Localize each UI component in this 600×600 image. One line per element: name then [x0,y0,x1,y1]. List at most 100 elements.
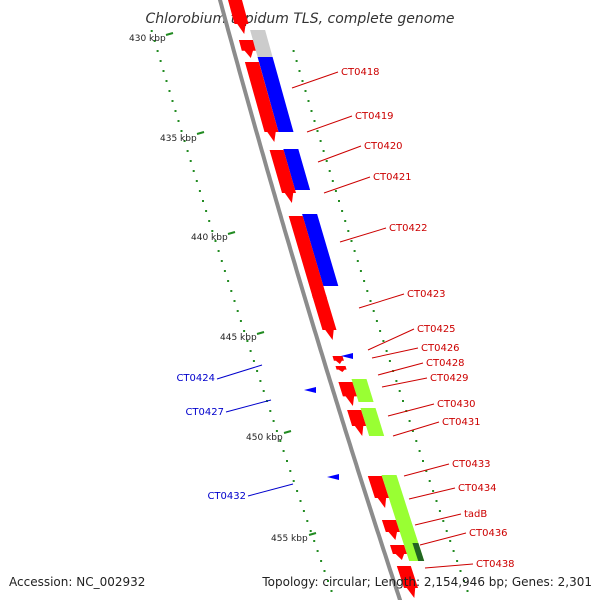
gene-label-ct0421[interactable]: CT0421 [373,172,412,183]
leader-line [377,362,424,376]
tick-dot-right [425,470,428,472]
tick-dot-right [388,360,391,362]
tick-dot-left [330,590,333,592]
cds-block [250,30,273,57]
tick-dot-right [432,490,435,492]
tick-dot-left [214,240,217,242]
leader-line [317,145,362,163]
gene-label-ct0438[interactable]: CT0438 [476,559,515,570]
gene-arrow [338,382,357,406]
gene-label-ct0420[interactable]: CT0420 [364,141,403,152]
gene-label-ct0429[interactable]: CT0429 [430,373,469,384]
genome-backbone [217,0,403,600]
tick-label-455: 455 kbp [271,534,308,544]
tick-dot-left [189,160,192,162]
tick-dot-right [379,330,382,332]
gene-arrow [269,150,296,203]
major-tick [196,131,205,135]
tick-dot-right [307,100,310,102]
tick-dot-right [353,250,356,252]
gene-label-ct0422[interactable]: CT0422 [389,223,428,234]
tick-dot-left [252,360,255,362]
gene-arrow [396,566,418,598]
gene-label-ct0430[interactable]: CT0430 [437,399,476,410]
tick-dot-right [428,480,431,482]
tick-dot-right [402,400,404,402]
tick-dot-right [435,500,438,502]
tick-dot-left [171,100,174,102]
tick-dot-right [334,190,337,192]
leader-line [381,377,428,388]
tick-dot-right [466,590,469,592]
leader-line [306,115,353,133]
genome-summary-text: Topology: circular; Length: 2,154,946 bp… [261,575,592,589]
leader-line [419,532,467,546]
gene-label-ct0431[interactable]: CT0431 [442,417,481,428]
gene-label-ct0436[interactable]: CT0436 [469,528,508,539]
tick-dot-right [456,560,459,562]
tick-dot-left [223,270,226,272]
reverse-gene-labels: CT0424 CT0427 CT0432 [176,373,246,502]
tick-dot-left [239,320,242,322]
leader-line [291,71,339,89]
tick-dot-right [344,220,347,222]
tick-dot-right [298,70,301,72]
leader-line [408,487,456,500]
tick-dot-right [372,310,375,312]
gene-label-ct0419[interactable]: CT0419 [355,111,394,122]
tick-dot-right [422,460,424,462]
gene-label-ct0424[interactable]: CT0424 [176,373,215,384]
tick-dot-left [259,380,262,382]
tick-dot-left [208,220,211,222]
gene-arrow [381,520,400,540]
leader-line [358,293,405,309]
tick-dot-right [442,520,445,522]
gene-arrow [244,62,279,142]
gene-arrow [228,0,249,34]
gene-label-ct0434[interactable]: CT0434 [458,483,497,494]
gene-arrow [347,410,367,436]
tick-label-445: 445 kbp [220,333,257,343]
gene-label-ct0433[interactable]: CT0433 [452,459,491,470]
gene-arrow [332,356,344,364]
tick-dot-left [269,410,272,412]
cds-block [257,57,294,132]
tick-dot-left [279,440,282,442]
tick-dot-left [289,470,292,472]
gene-label-ct0418[interactable]: CT0418 [341,67,380,78]
tick-dot-left [211,230,214,232]
tick-dot-left [162,70,165,72]
cds-block [283,149,311,190]
gene-label-ct0426[interactable]: CT0426 [421,343,460,354]
tick-dot-right [310,110,313,112]
tick-label-435: 435 kbp [160,134,197,144]
tick-dot-right [408,420,411,422]
tick-dot-left [243,330,246,332]
tick-dot-right [449,540,452,542]
tick-dot-right [316,130,319,132]
gene-label-ct0432[interactable]: CT0432 [207,491,246,502]
tick-dot-left [159,60,162,62]
tick-dot-right [418,450,421,452]
forward-gene-labels: CT0418 CT0419 CT0420 CT0421 CT0422 CT042… [341,67,515,570]
gene-label-ct0428[interactable]: CT0428 [426,358,465,369]
gene-label-ct0427[interactable]: CT0427 [185,407,224,418]
gene-arrow [367,476,389,508]
tick-dot-right [463,580,465,582]
gene-label-tadb[interactable]: tadB [464,509,487,520]
leader-line [339,227,387,243]
leader-line [216,364,263,380]
gene-label-ct0425[interactable]: CT0425 [417,324,456,335]
tick-dot-right [341,210,344,212]
gene-label-ct0423[interactable]: CT0423 [407,289,446,300]
major-tick [165,32,174,36]
tick-dot-left [323,570,326,572]
tick-dot-right [363,280,366,282]
tick-labels: 430 kbp 435 kbp 440 kbp 445 kbp 450 kbp … [129,34,308,544]
reverse-gene-marker [327,474,339,480]
tick-dot-right [459,570,462,572]
tick-dot-right [452,550,455,552]
cds-block [360,408,385,436]
reverse-gene-marker [304,387,316,393]
tick-dot-right [382,340,385,342]
